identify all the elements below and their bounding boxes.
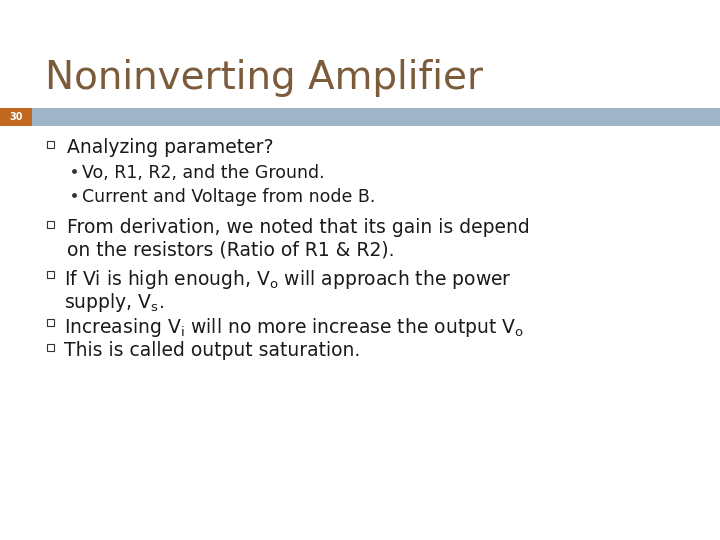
Text: on the resistors (Ratio of R1 & R2).: on the resistors (Ratio of R1 & R2). [67, 241, 395, 260]
Text: This is called output saturation.: This is called output saturation. [64, 341, 360, 360]
Text: supply, V$_\mathregular{s}$.: supply, V$_\mathregular{s}$. [64, 291, 164, 314]
Bar [47, 140, 53, 147]
Text: If Vi is high enough, V$_\mathregular{o}$ will approach the power: If Vi is high enough, V$_\mathregular{o}… [64, 268, 512, 291]
Text: Increasing V$_\mathregular{i}$ will no more increase the output V$_\mathregular{: Increasing V$_\mathregular{i}$ will no m… [64, 316, 524, 339]
Text: From derivation, we noted that its gain is depend: From derivation, we noted that its gain … [67, 218, 530, 237]
Text: 30: 30 [9, 112, 23, 122]
Bar [47, 220, 53, 227]
Bar [0, 108, 32, 126]
Bar [47, 343, 53, 350]
Bar [0, 108, 720, 126]
Text: Current and Voltage from node B.: Current and Voltage from node B. [82, 188, 375, 206]
Bar [47, 271, 53, 278]
Text: Vo, R1, R2, and the Ground.: Vo, R1, R2, and the Ground. [82, 164, 325, 182]
Bar [47, 319, 53, 326]
Text: Noninverting Amplifier: Noninverting Amplifier [45, 59, 483, 97]
Text: Analyzing parameter?: Analyzing parameter? [67, 138, 274, 157]
